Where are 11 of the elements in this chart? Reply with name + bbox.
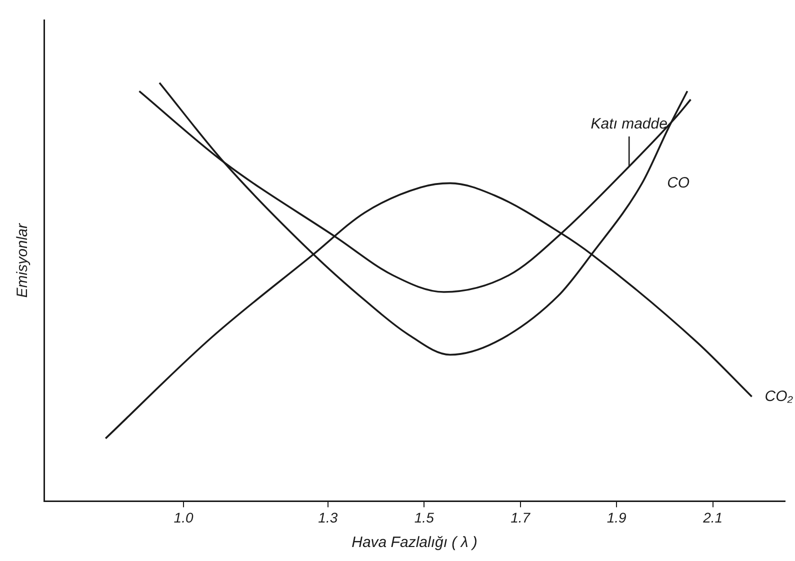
- y-axis-title: Emisyonlar: [14, 222, 32, 298]
- x-tick-label: 1.0: [174, 509, 194, 526]
- series-label: Katı madde: [590, 116, 668, 133]
- x-tick-label: 1.5: [414, 509, 434, 526]
- x-axis-title: Hava Fazlalığı ( λ ): [352, 534, 478, 552]
- x-tick-label: 2.1: [702, 509, 723, 526]
- series-label: CO₂: [764, 388, 794, 405]
- x-tick-label: 1.3: [318, 509, 338, 526]
- x-tick-label: 1.9: [606, 509, 627, 526]
- series-label: CO: [667, 174, 690, 192]
- x-tick-label: 1.7: [510, 509, 532, 526]
